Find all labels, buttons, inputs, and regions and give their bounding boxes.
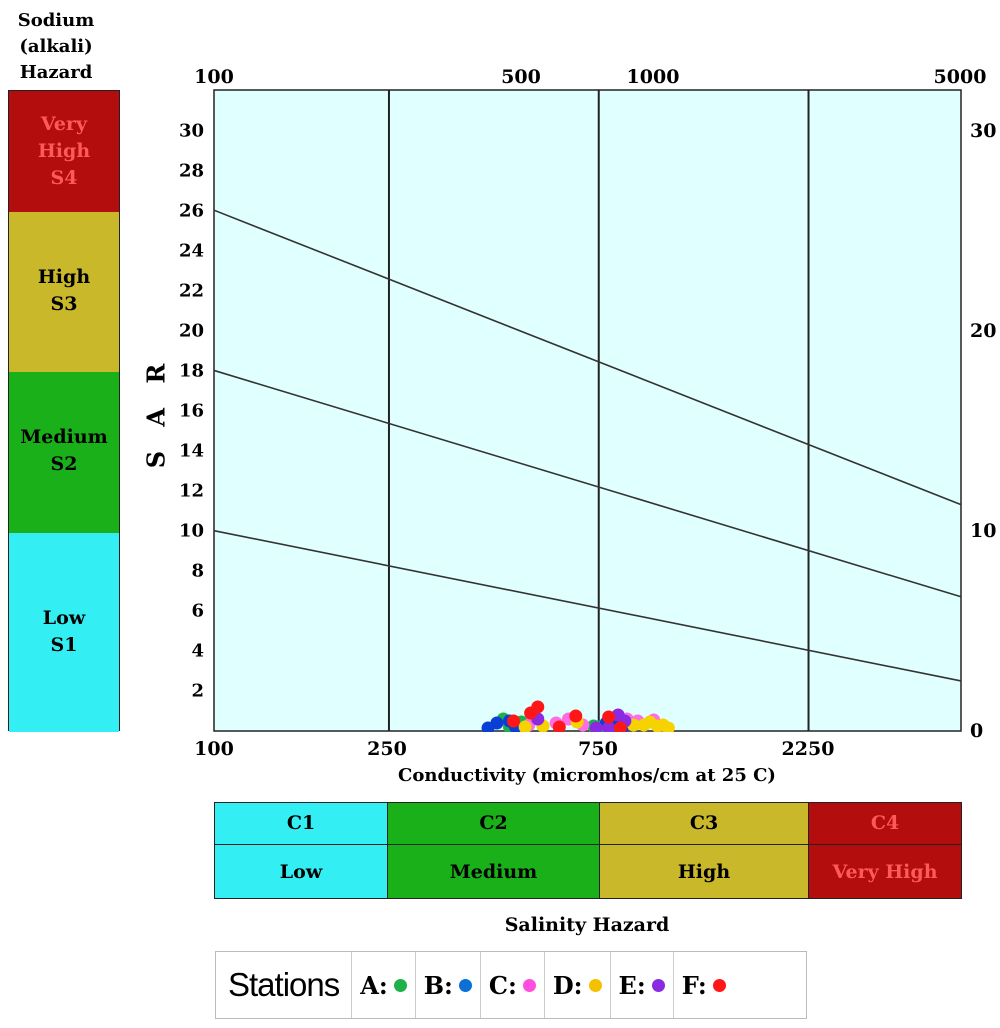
y-axis-ticks: 2 4 6 8 10 12 14 16 18 20 22 24 26 28 30 — [150, 90, 204, 731]
legend-item-e: E: — [611, 952, 674, 1018]
legend-key-c: C: — [488, 970, 517, 1000]
sodium-title-line-3: Hazard — [19, 62, 93, 83]
y-tick-label: 26 — [178, 200, 204, 222]
sodium-band-s2-line-1: Medium — [20, 426, 108, 448]
legend-item-a: A: — [352, 952, 416, 1018]
y-tick-label: 30 — [178, 120, 204, 142]
legend-dot-c — [522, 978, 536, 992]
plot-area — [213, 89, 962, 732]
legend-item-f: F: — [674, 952, 734, 1018]
legend-dot-e — [651, 978, 665, 992]
salinity-hazard-table: C1 C2 C3 C4 Low Medium High Very High — [214, 802, 962, 899]
legend-item-d: D: — [545, 952, 611, 1018]
legend-item-c: C: — [481, 952, 545, 1018]
bottom-tick-label: 100 — [194, 738, 234, 760]
y-tick-label: 16 — [178, 400, 204, 422]
legend-title-cell: Stations — [216, 952, 353, 1018]
station-d-point — [661, 721, 675, 732]
stations-legend: Stations A: B: C: D: E: F: — [215, 951, 807, 1019]
salinity-label-low: Low — [215, 844, 388, 898]
sodium-title-line-2: (alkali) — [19, 36, 93, 57]
legend-dot-b — [458, 978, 472, 992]
station-e-point — [602, 721, 616, 732]
salinity-code-c1: C1 — [215, 803, 388, 844]
legend-key-d: D: — [552, 970, 583, 1000]
x-axis-label: Conductivity (micromhos/cm at 25 C) — [398, 765, 776, 786]
legend-dot-f — [712, 978, 726, 992]
legend-dot-a — [393, 978, 407, 992]
y-tick-label: 4 — [191, 640, 204, 662]
bottom-tick-label: 250 — [367, 738, 407, 760]
station-e-point — [589, 721, 603, 732]
right-tick-label: 0 — [970, 720, 984, 742]
sodium-band-s2: Medium S2 — [9, 372, 119, 534]
station-d-point — [518, 720, 532, 732]
y-tick-label: 2 — [191, 680, 204, 702]
right-tick-label: 30 — [970, 120, 997, 142]
sodium-band-s3-line-2: S3 — [50, 293, 78, 315]
y-tick-label: 24 — [178, 240, 204, 262]
station-f-point — [602, 710, 616, 724]
station-f-point — [507, 714, 521, 728]
sodium-boundary-line — [213, 369, 962, 598]
vertical-class-lines — [387, 90, 810, 731]
top-tick-label: 100 — [194, 66, 234, 88]
salinity-label-very-high: Very High — [809, 844, 961, 898]
station-b-point — [490, 716, 504, 730]
y-axis-label: S A R — [141, 355, 171, 469]
sodium-band-s1-line-1: Low — [42, 607, 86, 629]
sodium-band-s4-line-2: High — [37, 140, 91, 162]
y-tick-label: 14 — [178, 440, 204, 462]
legend-dot-d — [588, 978, 602, 992]
sodium-title-line-1: Sodium — [17, 10, 95, 31]
station-points — [481, 700, 675, 732]
sodium-band-s2-line-2: S2 — [50, 453, 78, 475]
y-tick-label: 28 — [178, 160, 204, 182]
plot-background — [213, 89, 962, 732]
sodium-hazard-bands: Very High S4 High S3 Medium S2 Low S1 — [8, 90, 120, 732]
sodium-band-s4-line-1: Very — [40, 113, 88, 135]
legend-key-a: A: — [360, 970, 388, 1000]
salinity-label-medium: Medium — [388, 844, 600, 898]
top-tick-label: 5000 — [933, 66, 987, 88]
y-tick-label: 6 — [191, 600, 204, 622]
station-f-point — [531, 700, 545, 714]
top-tick-label: 1000 — [626, 66, 680, 88]
station-f-point — [569, 709, 583, 723]
sodium-band-s4: Very High S4 — [9, 91, 119, 213]
legend-key-b: B: — [423, 970, 453, 1000]
sodium-hazard-title: Sodium (alkali) Hazard — [8, 8, 104, 86]
bottom-tick-label: 750 — [578, 738, 618, 760]
salinity-label-high: High — [600, 844, 809, 898]
sodium-band-s1-line-2: S1 — [50, 634, 78, 656]
salinity-hazard-title: Salinity Hazard — [504, 914, 670, 936]
legend-key-f: F: — [681, 970, 707, 1000]
y-tick-label: 20 — [178, 320, 204, 342]
y-tick-label: 10 — [178, 520, 204, 542]
salinity-code-c2: C2 — [388, 803, 600, 844]
right-tick-label: 20 — [970, 320, 997, 342]
salinity-code-c3: C3 — [600, 803, 809, 844]
bottom-tick-label: 2250 — [781, 738, 835, 760]
legend-title: Stations — [228, 966, 340, 1003]
y-tick-label: 18 — [178, 360, 204, 382]
sodium-boundary-line — [213, 529, 962, 682]
station-f-point — [613, 721, 627, 732]
boundary-lines — [213, 209, 962, 682]
right-tick-label: 10 — [970, 520, 997, 542]
sodium-band-s4-line-3: S4 — [50, 167, 78, 189]
y-tick-label: 8 — [191, 560, 204, 582]
sodium-band-s1: Low S1 — [9, 533, 119, 732]
sodium-band-s3: High S3 — [9, 212, 119, 373]
legend-item-b: B: — [416, 952, 481, 1018]
top-tick-label: 500 — [501, 66, 541, 88]
sodium-band-s3-line-1: High — [37, 266, 91, 288]
sodium-boundary-line — [213, 209, 962, 506]
legend-key-e: E: — [618, 970, 646, 1000]
y-tick-label: 12 — [178, 480, 204, 502]
salinity-code-c4: C4 — [809, 803, 961, 844]
station-f-point — [552, 720, 566, 732]
y-tick-label: 22 — [178, 280, 204, 302]
